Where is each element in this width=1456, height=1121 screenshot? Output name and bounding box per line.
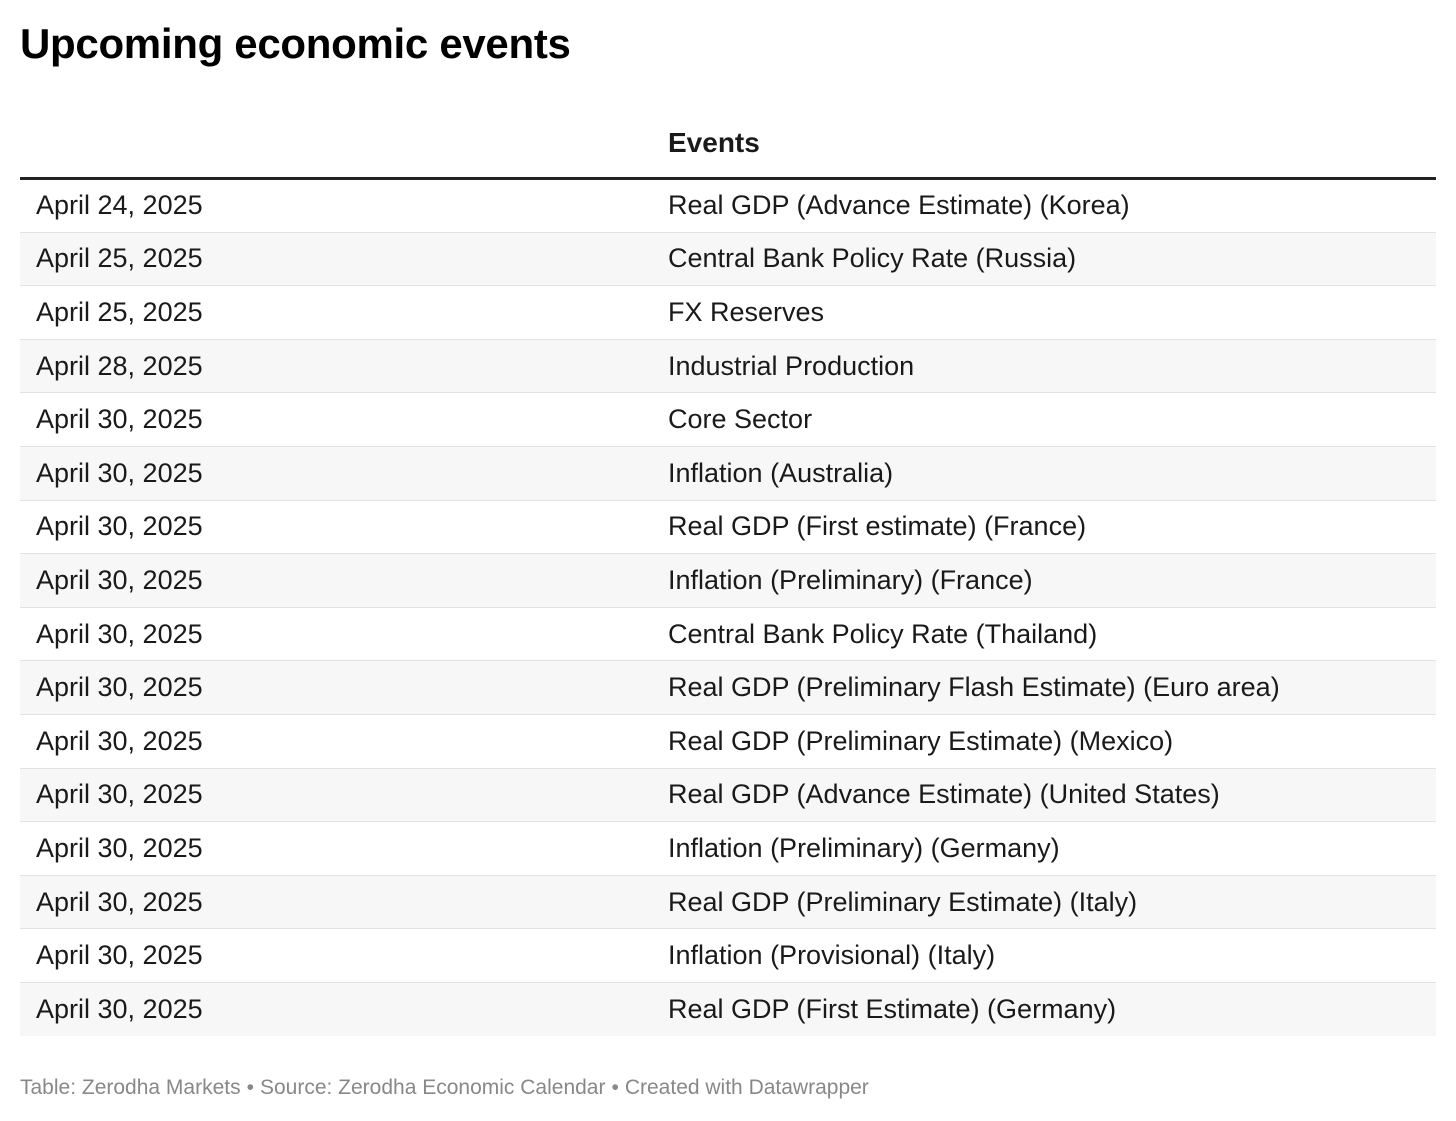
- table-row: April 30, 2025 Real GDP (First estimate) …: [20, 500, 1436, 555]
- event-name-cell: Inflation (Australia): [652, 446, 1436, 501]
- table-body: April 24, 2025 Real GDP (Advance Estimate…: [20, 178, 1436, 1036]
- event-name-cell: Central Bank Policy Rate (Russia): [652, 232, 1436, 287]
- table-row: April 28, 2025 Industrial Production: [20, 339, 1436, 394]
- table-row: April 30, 2025 Core Sector: [20, 392, 1436, 447]
- footer-credits: Table: Zerodha Markets • Source: Zerodha E…: [20, 1074, 869, 1102]
- events-table-container: Events April 24, 2025 Real GDP (Advance E…: [20, 108, 1436, 1036]
- footer-separator: •: [611, 1076, 619, 1099]
- event-name-cell: Real GDP (Preliminary Estimate) (Mexico): [652, 714, 1436, 769]
- event-date-cell: April 30, 2025: [20, 875, 652, 930]
- event-date-cell: April 30, 2025: [20, 553, 652, 608]
- event-name-cell: Inflation (Provisional) (Italy): [652, 928, 1436, 983]
- column-header-events: Events: [652, 108, 1436, 180]
- event-name-cell: Real GDP (Preliminary Estimate) (Italy): [652, 875, 1436, 930]
- table-row: April 25, 2025 FX Reserves: [20, 285, 1436, 340]
- event-date-cell: April 30, 2025: [20, 714, 652, 769]
- table-row: April 30, 2025 Real GDP (First Estimate) …: [20, 982, 1436, 1036]
- event-name-cell: Central Bank Policy Rate (Thailand): [652, 607, 1436, 662]
- event-name-cell: Industrial Production: [652, 339, 1436, 394]
- event-name-cell: Real GDP (Preliminary Flash Estimate) (E…: [652, 660, 1436, 715]
- event-date-cell: April 30, 2025: [20, 768, 652, 823]
- event-name-cell: FX Reserves: [652, 285, 1436, 340]
- event-name-cell: Inflation (Preliminary) (France): [652, 553, 1436, 608]
- header-row: Events: [20, 108, 1436, 180]
- table-row: April 30, 2025 Inflation (Preliminary) (G…: [20, 821, 1436, 876]
- table-row: April 30, 2025 Inflation (Provisional) (I…: [20, 928, 1436, 983]
- event-name-cell: Real GDP (Advance Estimate) (Korea): [652, 178, 1436, 233]
- event-name-cell: Real GDP (First Estimate) (Germany): [668, 993, 1117, 1024]
- table-row: April 30, 2025 Inflation (Australia): [20, 446, 1436, 501]
- event-date-cell: April 30, 2025: [20, 821, 652, 876]
- event-name-cell: Real GDP (First estimate) (France): [652, 500, 1436, 555]
- page-title: Upcoming economic events: [20, 20, 571, 67]
- table-row: April 30, 2025 Real GDP (Advance Estimate…: [20, 768, 1436, 823]
- table-header: Events: [20, 108, 1436, 180]
- event-date-cell: April 25, 2025: [20, 285, 652, 340]
- event-name-cell: Inflation (Preliminary) (Germany): [652, 821, 1436, 876]
- event-name-cell: Core Sector: [652, 392, 1436, 447]
- event-date-cell: April 30, 2025: [36, 993, 203, 1024]
- event-date-cell: April 28, 2025: [20, 339, 652, 394]
- table-row: April 24, 2025 Real GDP (Advance Estimate…: [20, 178, 1436, 233]
- table-row: April 30, 2025 Inflation (Preliminary) (F…: [20, 553, 1436, 608]
- event-date-cell: April 30, 2025: [20, 392, 652, 447]
- column-header-date: [20, 108, 652, 180]
- table-row: April 30, 2025 Central Bank Policy Rate (…: [20, 607, 1436, 662]
- event-date-cell: April 25, 2025: [20, 232, 652, 287]
- event-date-cell: April 24, 2025: [20, 178, 652, 233]
- table-row: April 30, 2025 Real GDP (Preliminary Esti…: [20, 875, 1436, 930]
- table-credit: Table: Zerodha Markets: [20, 1076, 241, 1099]
- event-name-cell: Real GDP (Advance Estimate) (United Stat…: [652, 768, 1436, 823]
- event-date-cell: April 30, 2025: [20, 500, 652, 555]
- event-date-cell: April 30, 2025: [20, 446, 652, 501]
- events-table: Events April 24, 2025 Real GDP (Advance E…: [20, 108, 1436, 1036]
- table-row: April 30, 2025 Real GDP (Preliminary Esti…: [20, 714, 1436, 769]
- footer-separator: •: [246, 1076, 254, 1099]
- event-date-cell: April 30, 2025: [20, 607, 652, 662]
- created-with-credit: Created with Datawrapper: [624, 1076, 869, 1099]
- table-row: April 30, 2025 Real GDP (Preliminary Flas…: [20, 660, 1436, 715]
- table-row: April 25, 2025 Central Bank Policy Rate (…: [20, 232, 1436, 287]
- event-date-cell: April 30, 2025: [20, 660, 652, 715]
- source-credit: Source: Zerodha Economic Calendar: [259, 1076, 606, 1099]
- event-date-cell: April 30, 2025: [20, 928, 652, 983]
